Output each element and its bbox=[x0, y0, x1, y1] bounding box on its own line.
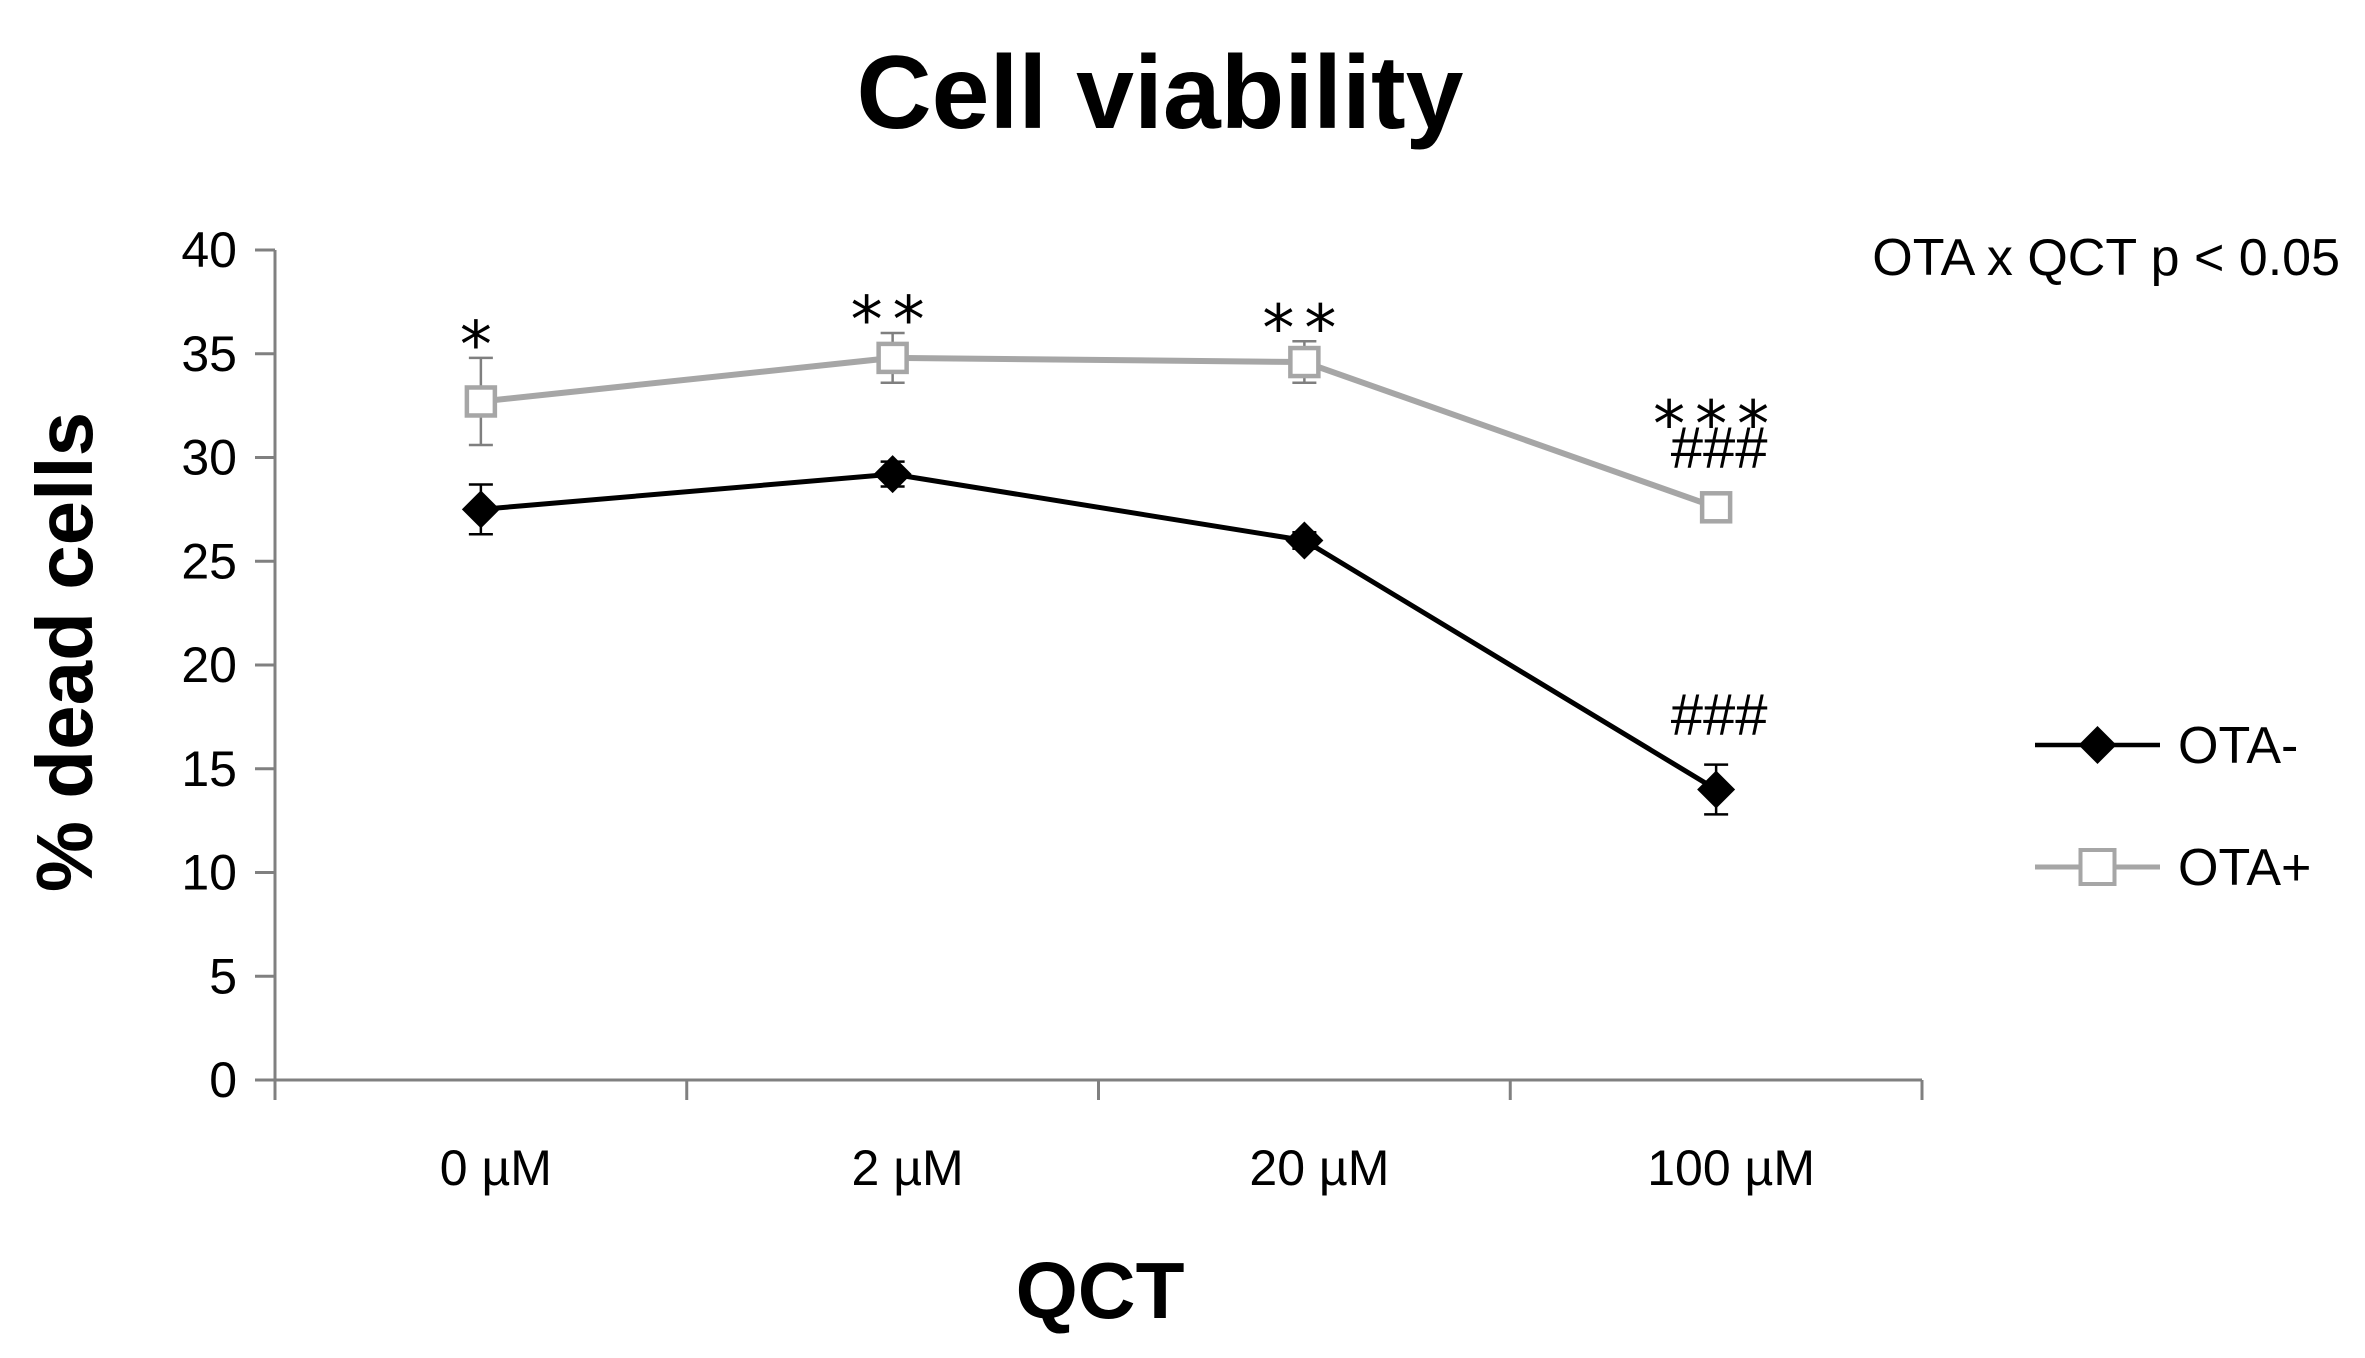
legend-entry-ota-plus: OTA+ bbox=[2035, 839, 2311, 897]
y-tick-label: 25 bbox=[181, 533, 237, 589]
x-tick-label: 0 µM bbox=[440, 1140, 552, 1196]
data-point-ota-minus bbox=[1697, 770, 1736, 809]
y-tick-label: 15 bbox=[181, 741, 237, 797]
y-tick-label: 30 bbox=[181, 430, 237, 486]
data-point-ota-plus bbox=[876, 341, 909, 375]
y-tick-label: 40 bbox=[181, 222, 237, 278]
significance-stars: ** bbox=[1262, 292, 1346, 366]
legend: OTA- OTA+ bbox=[2035, 717, 2311, 897]
significance-stars: * bbox=[460, 309, 502, 383]
y-tick-label: 35 bbox=[181, 326, 237, 382]
y-tick-label: 0 bbox=[209, 1052, 237, 1108]
series-line-ota-plus bbox=[480, 354, 1718, 511]
legend-label: OTA+ bbox=[2178, 839, 2311, 897]
x-tick-label: 20 µM bbox=[1249, 1140, 1389, 1196]
x-tick-label: 100 µM bbox=[1647, 1140, 1815, 1196]
y-tick-label: 5 bbox=[209, 948, 237, 1004]
chart-title: Cell viability bbox=[857, 35, 1464, 151]
x-tick-label: 2 µM bbox=[852, 1140, 964, 1196]
legend-marker-open-square bbox=[2078, 848, 2117, 886]
data-point-ota-plus bbox=[1699, 491, 1733, 524]
legend-marker-diamond bbox=[2078, 726, 2117, 764]
error-bars bbox=[468, 331, 1729, 816]
series-line-ota-minus bbox=[480, 471, 1718, 792]
y-tick-label: 20 bbox=[181, 637, 237, 693]
legend-entry-ota-minus: OTA- bbox=[2035, 717, 2298, 775]
data-point-ota-plus bbox=[1288, 345, 1321, 379]
data-point-ota-minus bbox=[873, 455, 912, 494]
series-markers bbox=[461, 341, 1736, 809]
axes: 0 5 10 15 20 25 30 35 40 0 µM 2 µM 20 µM 100 µM bbox=[181, 222, 1924, 1196]
significance-annotations: * ** *****###### bbox=[460, 284, 1779, 748]
legend-label: OTA- bbox=[2178, 717, 2298, 775]
significance-hash-ota-plus: ### bbox=[1671, 415, 1768, 480]
significance-hash-ota-minus: ### bbox=[1671, 683, 1768, 748]
data-point-ota-minus bbox=[461, 490, 500, 529]
data-point-ota-minus bbox=[1285, 521, 1324, 560]
x-axis-title: QCT bbox=[1016, 1246, 1185, 1335]
y-tick-label: 10 bbox=[181, 845, 237, 901]
significance-stars: *** bbox=[1653, 388, 1779, 462]
series-lines bbox=[480, 354, 1718, 792]
significance-stars: ** bbox=[851, 284, 935, 358]
y-axis-title: % dead cells bbox=[20, 412, 109, 892]
interaction-annotation: OTA x QCT p < 0.05 bbox=[1872, 229, 2340, 287]
data-point-ota-plus bbox=[464, 385, 498, 418]
